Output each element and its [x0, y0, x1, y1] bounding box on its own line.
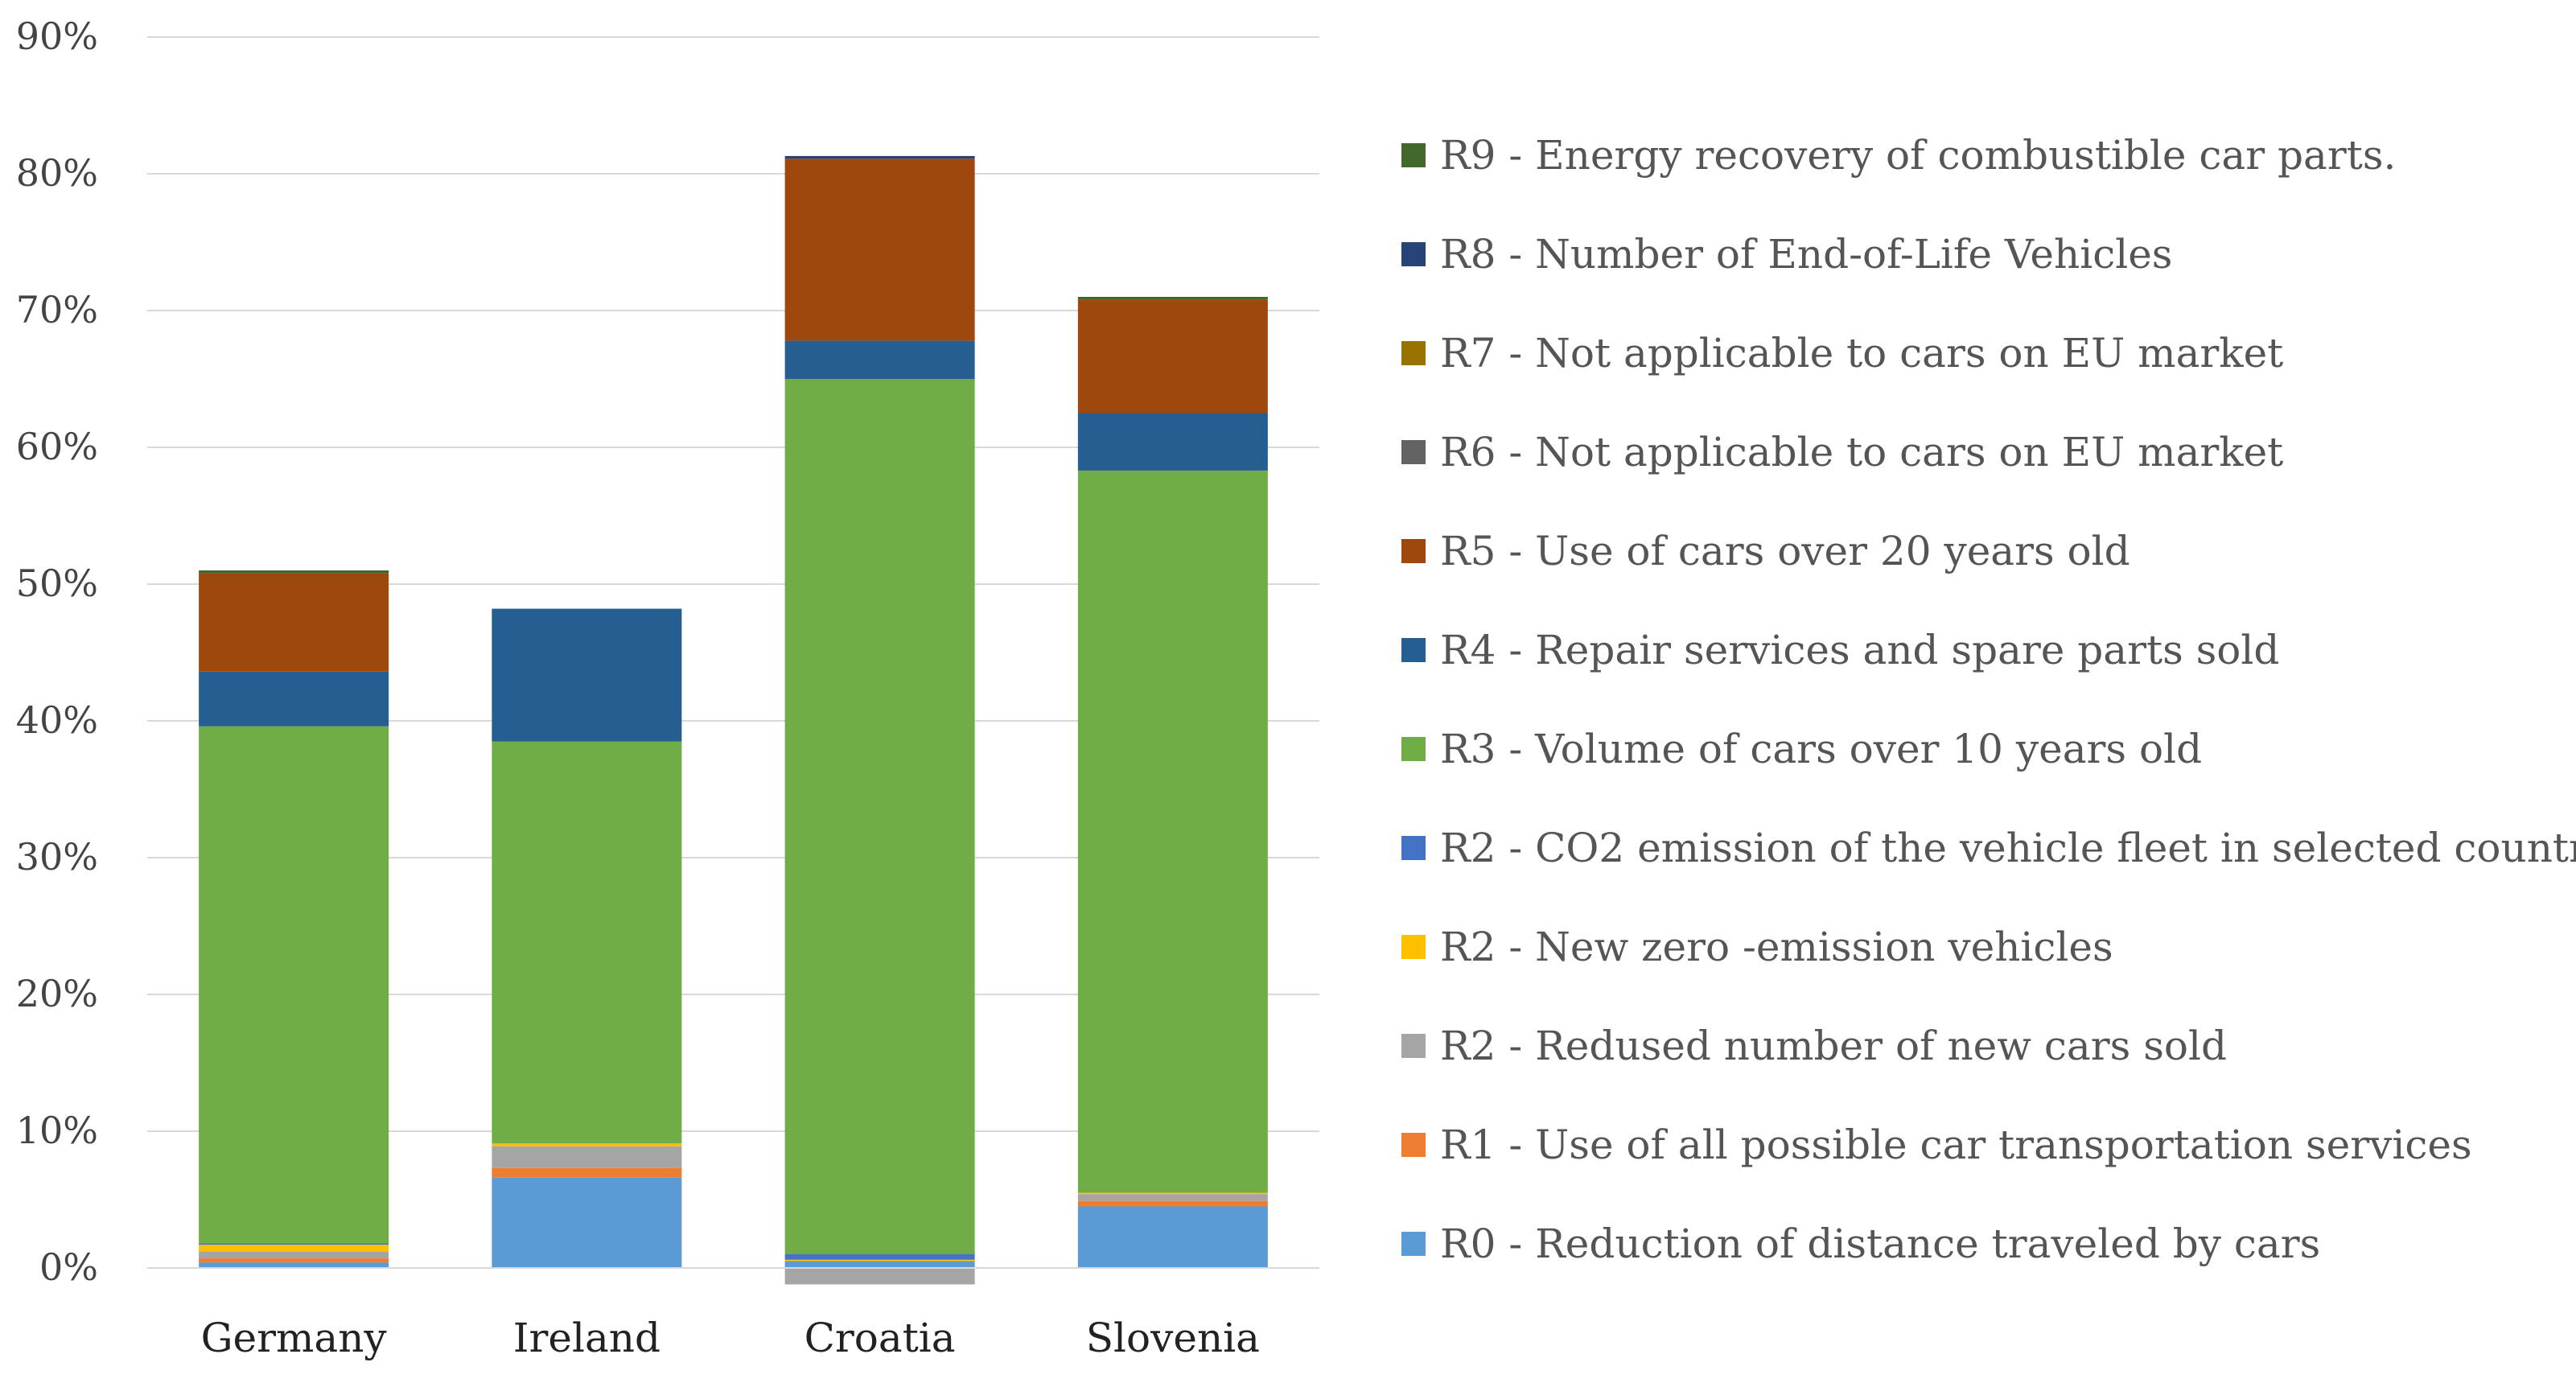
legend-item: R4 - Repair services and spare parts sol… — [1401, 627, 2279, 673]
legend-label: R2 - New zero -emission vehicles — [1440, 924, 2113, 970]
bar-segment — [784, 1259, 975, 1262]
x-tick-label: Croatia — [804, 1315, 956, 1361]
legend-swatch — [1401, 539, 1426, 563]
x-tick-label: Germany — [201, 1315, 388, 1361]
bar-segment — [492, 608, 682, 742]
y-tick-label: 70% — [16, 288, 98, 331]
bar-segment — [1077, 297, 1268, 300]
bar-segment — [1077, 1194, 1268, 1201]
legend-label: R2 - CO2 emission of the vehicle fleet i… — [1440, 825, 2576, 871]
bar-segment — [784, 155, 975, 159]
bar-segment — [492, 1167, 682, 1178]
bar-segment — [1077, 413, 1268, 471]
bar-segment — [1077, 1200, 1268, 1207]
legend-swatch — [1401, 1034, 1426, 1058]
bar-segment — [784, 1261, 975, 1268]
legend-label: R4 - Repair services and spare parts sol… — [1440, 627, 2279, 673]
legend-label: R1 - Use of all possible car transportat… — [1440, 1122, 2472, 1168]
x-axis: Germany Ireland Croatia Slovenia — [147, 1267, 1319, 1361]
legend-label: R3 - Volume of cars over 10 years old — [1440, 726, 2202, 772]
bar-segment — [784, 1254, 975, 1260]
y-tick-label: 0% — [39, 1245, 98, 1289]
x-tick-label: Slovenia — [1086, 1315, 1260, 1361]
bar-segment — [199, 1243, 389, 1245]
legend-label: R9 - Energy recovery of combustible car … — [1440, 132, 2396, 179]
legend-item: R6 - Not applicable to cars on EU market — [1401, 429, 2283, 475]
legend-swatch — [1401, 737, 1426, 761]
bar-stack-slovenia — [1077, 297, 1268, 1268]
y-tick-label: 20% — [16, 972, 98, 1015]
bar-segment — [199, 1258, 389, 1263]
y-tick-label: 50% — [16, 562, 98, 605]
bar-stack-croatia — [784, 155, 975, 1285]
bar-segment — [784, 379, 975, 1254]
bar-stack-germany — [199, 570, 389, 1268]
bar-segment — [199, 671, 389, 726]
bar-stacks — [199, 155, 1268, 1285]
y-tick-label: 60% — [16, 425, 98, 468]
bar-segment — [1077, 1206, 1268, 1268]
legend-label: R2 - Redused number of new cars sold — [1440, 1023, 2227, 1069]
legend-swatch — [1401, 935, 1426, 959]
legend-swatch — [1401, 1133, 1426, 1157]
legend: R9 - Energy recovery of combustible car … — [1401, 132, 2576, 1267]
legend-swatch — [1401, 341, 1426, 365]
legend-label: R8 - Number of End-of-Life Vehicles — [1440, 231, 2172, 278]
y-tick-label: 80% — [16, 151, 98, 195]
legend-swatch — [1401, 836, 1426, 860]
legend-swatch — [1401, 143, 1426, 167]
legend-item: R8 - Number of End-of-Life Vehicles — [1401, 231, 2172, 278]
bar-segment — [784, 340, 975, 379]
bar-segment — [199, 726, 389, 1244]
y-tick-label: 40% — [16, 698, 98, 742]
bar-segment — [492, 1143, 682, 1146]
legend-item: R9 - Energy recovery of combustible car … — [1401, 132, 2396, 179]
bar-segment — [492, 741, 682, 1144]
bar-segment — [492, 1146, 682, 1168]
legend-item: R2 - CO2 emission of the vehicle fleet i… — [1401, 825, 2576, 871]
legend-item: R2 - Redused number of new cars sold — [1401, 1023, 2227, 1069]
legend-item: R7 - Not applicable to cars on EU market — [1401, 330, 2283, 377]
bar-segment — [784, 158, 975, 341]
bar-segment — [1077, 299, 1268, 414]
legend-item: R5 - Use of cars over 20 years old — [1401, 528, 2130, 574]
legend-label: R7 - Not applicable to cars on EU market — [1440, 330, 2283, 377]
bar-segment — [199, 1262, 389, 1268]
legend-item: R3 - Volume of cars over 10 years old — [1401, 726, 2202, 772]
bar-segment — [199, 573, 389, 672]
legend-swatch — [1401, 242, 1426, 266]
y-axis: 0% 10% 20% 30% 40% 50% 60% 70% 80% 90% — [16, 14, 98, 1289]
bar-segment — [199, 570, 389, 574]
bar-segment — [784, 1268, 975, 1285]
bar-segment — [199, 1245, 389, 1252]
legend-label: R0 - Reduction of distance traveled by c… — [1440, 1220, 2320, 1267]
legend-label: R6 - Not applicable to cars on EU market — [1440, 429, 2283, 475]
y-tick-label: 30% — [16, 835, 98, 879]
bar-segment — [492, 1177, 682, 1268]
bar-segment — [199, 1251, 389, 1259]
legend-label: R5 - Use of cars over 20 years old — [1440, 528, 2130, 574]
y-tick-label: 90% — [16, 14, 98, 58]
legend-swatch — [1401, 1232, 1426, 1256]
x-tick-label: Ireland — [513, 1315, 660, 1361]
legend-swatch — [1401, 440, 1426, 464]
bar-stack-ireland — [492, 608, 682, 1268]
legend-item: R0 - Reduction of distance traveled by c… — [1401, 1220, 2320, 1267]
legend-swatch — [1401, 638, 1426, 662]
bar-segment — [1077, 1192, 1268, 1195]
y-tick-label: 10% — [16, 1109, 98, 1152]
bar-segment — [1077, 470, 1268, 1193]
legend-item: R1 - Use of all possible car transportat… — [1401, 1122, 2472, 1168]
legend-item: R2 - New zero -emission vehicles — [1401, 924, 2113, 970]
